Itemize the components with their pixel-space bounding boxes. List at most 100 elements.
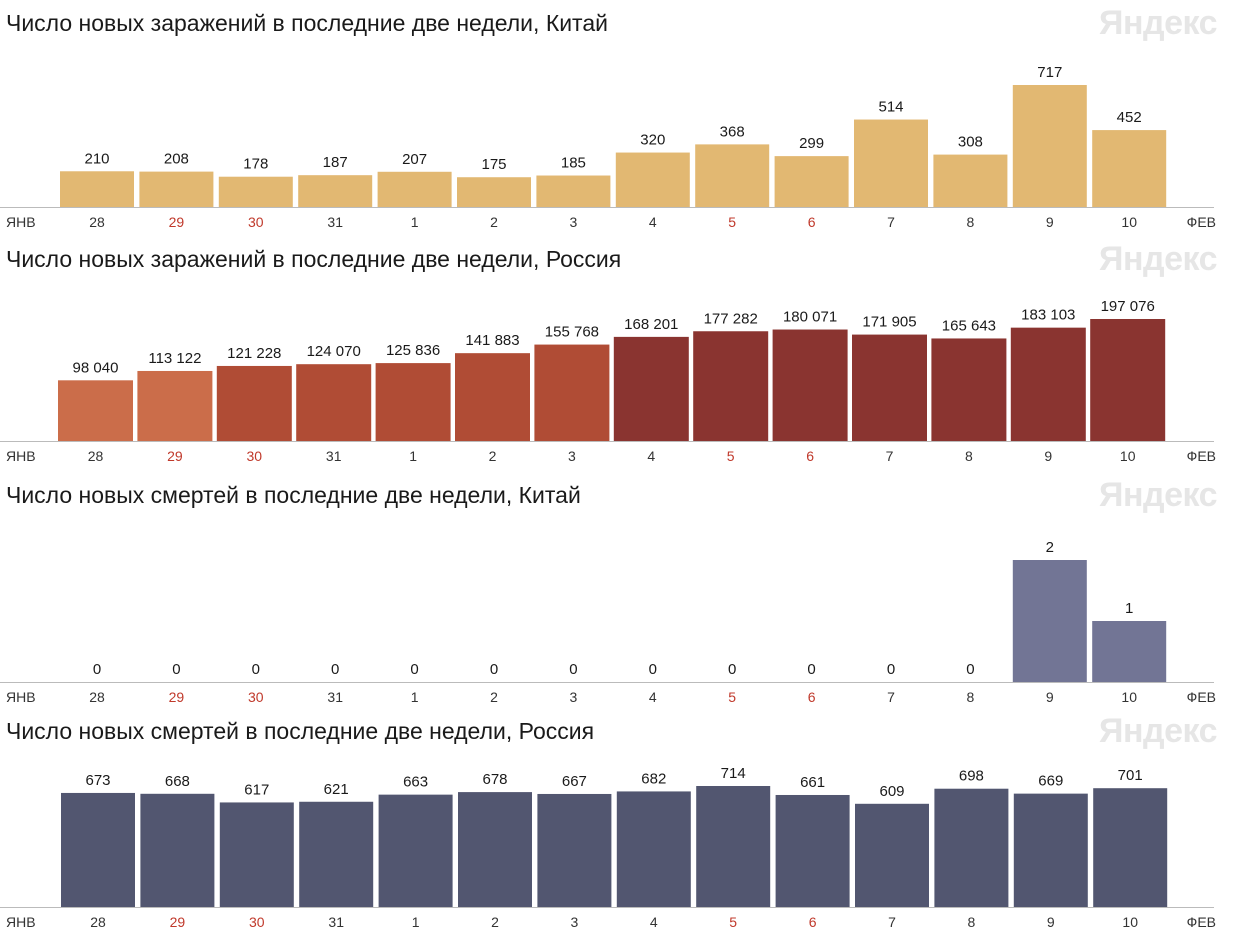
tick-label: 10: [1120, 448, 1136, 464]
data-label: 207: [402, 151, 427, 168]
tick-label: 2: [489, 448, 497, 464]
month-end-label: ФЕВ: [1187, 214, 1216, 230]
data-label: 668: [165, 773, 190, 790]
data-label: 185: [561, 155, 586, 172]
data-label: 178: [243, 156, 268, 173]
tick-label: 29: [170, 914, 186, 930]
data-label: 717: [1037, 64, 1062, 81]
month-start-label: ЯНВ: [6, 689, 36, 705]
bar-4: [613, 336, 689, 441]
data-label: 698: [959, 768, 984, 785]
data-label: 308: [958, 134, 983, 151]
tick-label: 7: [887, 689, 895, 705]
bar-5: [695, 144, 770, 207]
data-label: 320: [640, 132, 665, 149]
bar-6: [775, 794, 850, 907]
bar-1: [377, 171, 452, 207]
data-label: 208: [164, 151, 189, 168]
tick-label: 2: [490, 214, 498, 230]
data-label: 621: [324, 781, 349, 798]
tick-label: 1: [412, 914, 420, 930]
bar-plot: 6732866829617306213166316782667368247145…: [0, 765, 1216, 930]
bar-29: [137, 370, 213, 441]
bar-9: [1013, 793, 1088, 907]
tick-label: 29: [169, 689, 185, 705]
tick-label: 28: [90, 914, 106, 930]
data-label: 0: [410, 661, 418, 678]
data-label: 701: [1118, 767, 1143, 784]
chart-title: Число новых смертей в последние две неде…: [6, 718, 595, 744]
tick-label: 29: [167, 448, 183, 464]
data-label: 177 282: [704, 310, 758, 327]
tick-label: 7: [887, 214, 895, 230]
tick-label: 8: [965, 448, 973, 464]
data-label: 667: [562, 773, 587, 790]
data-label: 682: [641, 770, 666, 787]
tick-label: 31: [326, 448, 342, 464]
chart-russia-deaths: Число новых смертей в последние две неде…: [0, 708, 1233, 940]
data-label: 113 122: [148, 350, 201, 367]
tick-label: 7: [886, 448, 894, 464]
month-start-label: ЯНВ: [6, 214, 36, 230]
tick-label: 10: [1121, 214, 1137, 230]
tick-label: 2: [490, 689, 498, 705]
bar-2: [455, 353, 530, 441]
month-end-label: ФЕВ: [1187, 689, 1216, 705]
bar-plot: 210 28 208 29 178 30 187 31 207 1 175 2 185 3 320 4 368 5…: [0, 64, 1216, 230]
tick-label: 30: [249, 914, 265, 930]
data-label: 661: [800, 774, 825, 791]
bar-9: [1012, 85, 1087, 207]
bar-3: [536, 175, 611, 207]
tick-label: 9: [1044, 448, 1052, 464]
month-start-label: ЯНВ: [6, 914, 36, 930]
bar-1: [375, 363, 451, 441]
chart-title: Число новых заражений в последние две не…: [6, 10, 608, 36]
tick-label: 1: [409, 448, 417, 464]
data-label: 299: [799, 135, 824, 152]
tick-label: 5: [729, 914, 737, 930]
tick-label: 8: [968, 914, 976, 930]
yandex-logo: Яндекс: [1099, 712, 1217, 750]
bar-4: [616, 791, 691, 907]
tick-label: 6: [809, 914, 817, 930]
bar-5: [693, 331, 769, 441]
bar-2: [458, 792, 532, 907]
bar-3: [537, 793, 612, 907]
chart-title: Число новых смертей в последние две неде…: [6, 482, 581, 508]
data-label: 0: [93, 661, 101, 678]
chart-china-cases: Число новых заражений в последние две не…: [0, 0, 1233, 236]
tick-label: 5: [728, 689, 736, 705]
chart-china-deaths: Число новых смертей в последние две неде…: [0, 472, 1233, 708]
bar-30: [216, 365, 292, 441]
data-label: 0: [172, 661, 180, 678]
tick-label: 30: [247, 448, 263, 464]
yandex-logo: Яндекс: [1099, 240, 1217, 278]
data-label: 197 076: [1101, 298, 1155, 315]
bar-10: [1092, 130, 1167, 207]
data-label: 0: [728, 661, 736, 678]
bar-31: [296, 364, 372, 441]
tick-label: 6: [808, 214, 816, 230]
bar-10: [1092, 621, 1167, 682]
bar-10: [1090, 319, 1166, 441]
data-label: 663: [403, 774, 428, 791]
data-label: 0: [490, 661, 498, 678]
tick-label: 8: [967, 689, 975, 705]
bar-28: [60, 171, 134, 207]
data-label: 452: [1117, 109, 1142, 126]
data-label: 678: [482, 771, 507, 788]
tick-label: 31: [327, 689, 343, 705]
data-label: 0: [569, 661, 577, 678]
month-end-label: ФЕВ: [1187, 914, 1216, 930]
bar-3: [534, 344, 610, 441]
bar-4: [615, 152, 690, 207]
bar-5: [696, 786, 771, 907]
data-label: 155 768: [545, 324, 599, 341]
yandex-logo: Яндекс: [1099, 476, 1217, 514]
tick-label: 3: [570, 689, 578, 705]
data-label: 1: [1125, 600, 1133, 617]
bar-8: [934, 788, 1009, 907]
tick-label: 9: [1047, 914, 1055, 930]
